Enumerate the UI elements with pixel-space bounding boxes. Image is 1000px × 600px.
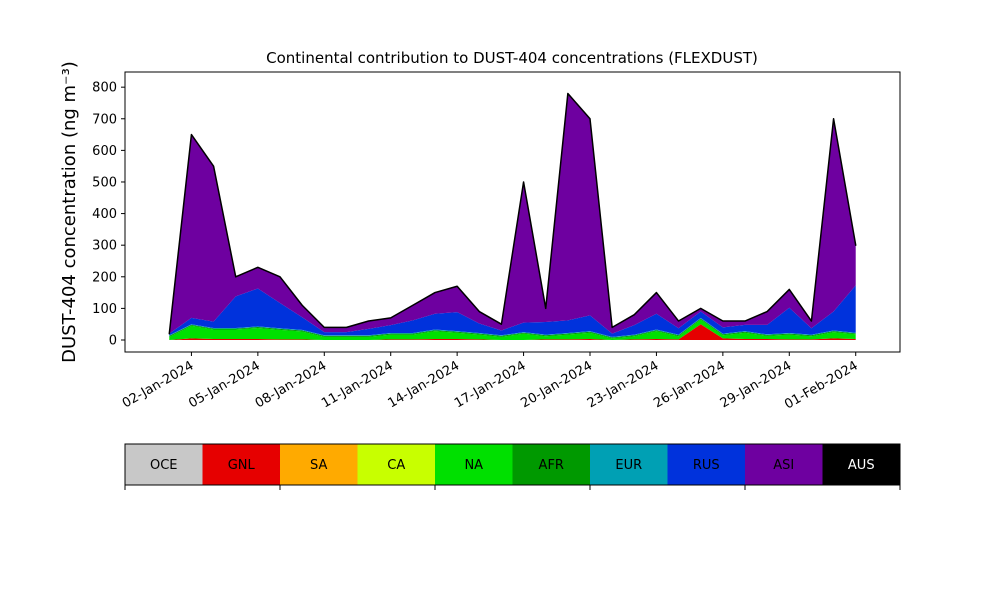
y-tick-label: 700 xyxy=(92,112,117,127)
legend-label: CA xyxy=(387,458,405,473)
y-tick-label: 100 xyxy=(92,302,117,317)
area-rus xyxy=(169,285,856,337)
x-tick-label: 20-Jan-2024 xyxy=(518,358,595,411)
plot-frame xyxy=(124,71,901,353)
legend-swatch xyxy=(822,444,900,485)
x-tick-label: 11-Jan-2024 xyxy=(319,358,396,411)
legend-label: SA xyxy=(310,458,327,473)
y-tick-label: 400 xyxy=(92,207,117,222)
legend-frame xyxy=(124,443,901,486)
y-tick-label: 200 xyxy=(92,270,117,285)
y-tick-label: 500 xyxy=(92,175,117,190)
legend-label: EUR xyxy=(615,458,642,473)
y-axis-label: DUST-404 concentration (ng m⁻³) xyxy=(59,61,80,363)
legend-label: GNL xyxy=(228,458,256,473)
area-afr xyxy=(169,318,856,339)
legend-swatch xyxy=(125,444,203,485)
area-gnl xyxy=(169,324,856,340)
legend-label: OCE xyxy=(150,458,178,473)
legend-label: ASI xyxy=(773,458,794,473)
plot-area xyxy=(168,92,857,340)
area-aus xyxy=(168,92,857,335)
legend-swatch xyxy=(745,444,823,485)
x-tick-label: 29-Jan-2024 xyxy=(718,358,795,411)
legend-label: RUS xyxy=(693,458,720,473)
legend-swatch xyxy=(667,444,745,485)
y-tick-label: 0 xyxy=(109,333,117,348)
legend-swatch xyxy=(357,444,435,485)
y-tick-label: 600 xyxy=(92,144,117,159)
area-asi xyxy=(169,93,856,334)
x-tick-label: 01-Feb-2024 xyxy=(782,358,861,412)
legend-label: NA xyxy=(464,458,483,473)
x-tick-label: 26-Jan-2024 xyxy=(651,358,728,411)
x-tick-label: 14-Jan-2024 xyxy=(386,358,463,411)
legend-swatch xyxy=(202,444,280,485)
x-tick-label: 05-Jan-2024 xyxy=(186,358,263,411)
legend-label: AUS xyxy=(848,458,875,473)
x-tick-label: 02-Jan-2024 xyxy=(120,358,197,411)
x-tick-label: 17-Jan-2024 xyxy=(452,358,529,411)
x-tick-label: 08-Jan-2024 xyxy=(253,358,330,411)
legend-swatch xyxy=(280,444,358,485)
legend-swatch xyxy=(590,444,668,485)
legend-label: AFR xyxy=(539,458,564,473)
legend: OCE GNL SA CA NA AFR EUR RUS ASI AUS xyxy=(124,443,901,490)
area-na xyxy=(169,319,856,340)
legend-swatch xyxy=(435,444,513,485)
y-tick-label: 300 xyxy=(92,239,117,254)
y-tick-label: 800 xyxy=(92,81,117,96)
chart-title: Continental contribution to DUST-404 con… xyxy=(266,49,758,67)
x-tick-label: 23-Jan-2024 xyxy=(585,358,662,411)
legend-swatch xyxy=(512,444,590,485)
